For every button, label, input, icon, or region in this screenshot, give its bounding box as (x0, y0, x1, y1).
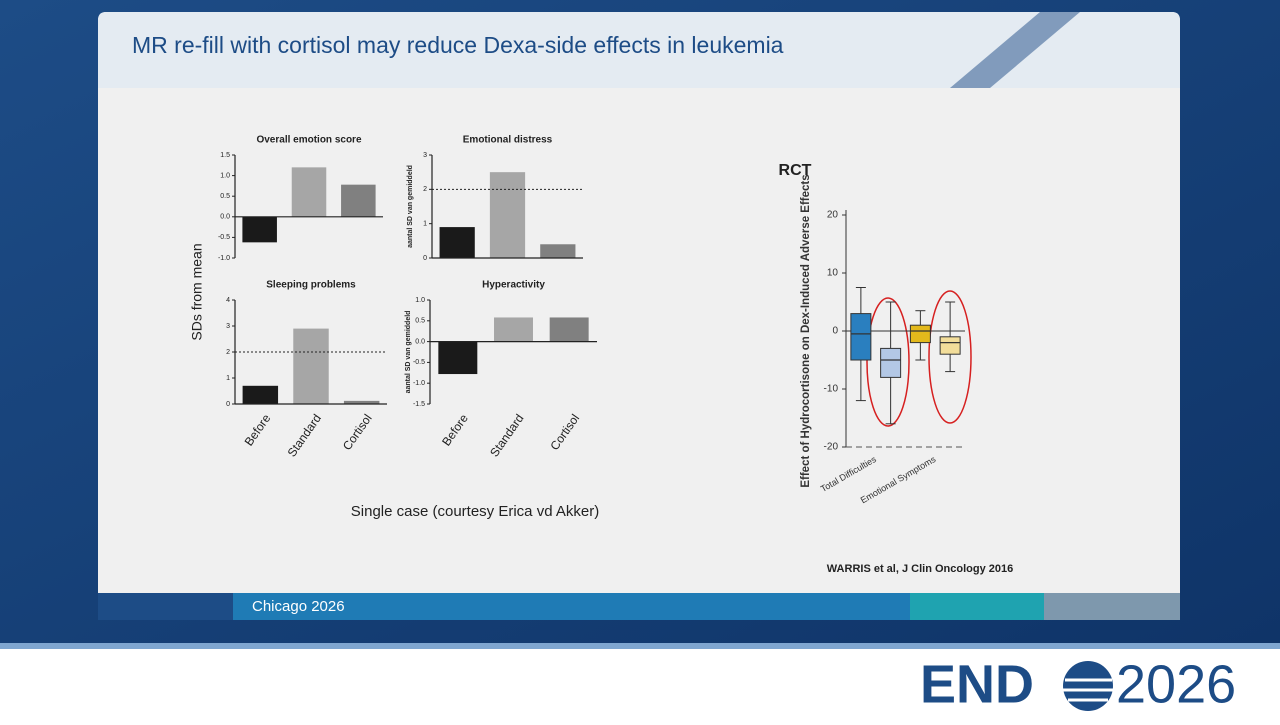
chart-title: Sleeping problems (266, 280, 356, 291)
y-tick-label: 2 (423, 186, 427, 193)
y-tick-label: 1.0 (220, 172, 230, 179)
chart-title: Hyperactivity (482, 280, 545, 291)
y-tick-label: 0.5 (220, 193, 230, 200)
chart-title: RCT (779, 162, 812, 179)
slide-title: MR re-fill with cortisol may reduce Dexa… (132, 32, 784, 58)
logo-left: END (920, 654, 1034, 714)
bar (341, 184, 376, 217)
y-tick-label: 3 (226, 323, 230, 330)
box (850, 313, 872, 361)
footer-teal (910, 593, 1044, 620)
bar (242, 216, 277, 243)
y-tick-label: -20 (824, 442, 839, 453)
highlight-ellipse (866, 297, 910, 427)
logo-globe-lines (1063, 678, 1113, 702)
y-tick-label: 1 (423, 221, 427, 228)
highlight-ellipse (928, 290, 972, 424)
bar (540, 244, 576, 258)
y-tick-label: -1.0 (413, 380, 425, 387)
source: WARRIS et al, J Clin Oncology 2016 (827, 563, 1013, 575)
y-tick-label: 0.0 (220, 214, 230, 221)
title-bar (98, 12, 1180, 88)
y-tick-label: 4 (226, 297, 230, 304)
y-tick-label: -10 (824, 384, 839, 395)
box (880, 347, 902, 378)
y-tick-label: 1.0 (415, 297, 425, 304)
y-tick-label: -0.5 (413, 359, 425, 366)
bar (291, 167, 327, 217)
bar (549, 317, 589, 342)
footer-left (98, 593, 233, 620)
y-tick-label: 2 (226, 349, 230, 356)
bar (494, 317, 533, 342)
chart-title: Overall emotion score (256, 135, 361, 146)
bar (293, 328, 329, 404)
logo-globe (1063, 661, 1113, 711)
y-tick-label: 10 (827, 268, 839, 279)
box (909, 324, 931, 344)
bar (489, 172, 526, 258)
footer-gray (1044, 593, 1180, 620)
stripe (950, 12, 1080, 88)
y-tick-label: 1 (226, 375, 230, 382)
divider (0, 643, 1280, 649)
footer-text: Chicago 2026 (252, 598, 345, 615)
shared-y-label: SDs from mean (189, 243, 205, 340)
y-tick-label: 20 (827, 210, 839, 221)
chart-title: Emotional distress (463, 135, 553, 146)
y-tick-label: 1.5 (220, 152, 230, 159)
y-tick-label: 0 (226, 401, 230, 408)
y-tick-label: 0 (832, 326, 838, 337)
y-tick-label: 0.5 (415, 318, 425, 325)
y-tick-label: 0 (423, 255, 427, 262)
y-axis-label: Effect of Hydrocortisone on Dex-Induced … (800, 174, 812, 487)
caption: Single case (courtesy Erica vd Akker) (351, 503, 599, 520)
y-axis-label: aantal SD van gemiddeld (405, 311, 412, 394)
bar (438, 341, 478, 375)
bar (343, 400, 380, 404)
y-tick-label: 0.0 (415, 338, 425, 345)
bar (439, 227, 475, 258)
logo-right: 2026 (1116, 654, 1236, 714)
y-tick-label: -1.5 (413, 401, 425, 408)
box (939, 336, 961, 355)
bar (242, 385, 279, 404)
footer-bar (233, 593, 910, 620)
y-tick-label: -0.5 (218, 234, 230, 241)
slide-card (98, 12, 1180, 620)
y-axis-label: aantal SD van gemiddeld (407, 165, 414, 248)
y-tick-label: -1.0 (218, 255, 230, 262)
y-tick-label: 3 (423, 152, 427, 159)
